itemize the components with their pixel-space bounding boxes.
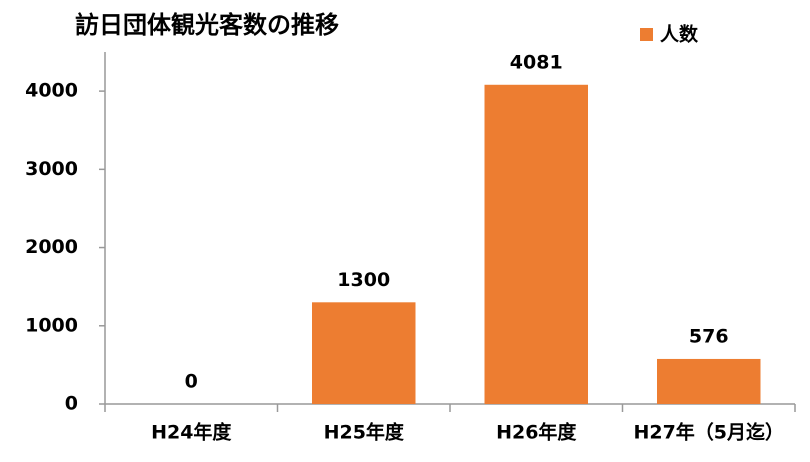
- y-tick-label: 3000: [25, 158, 78, 180]
- y-tick-label: 1000: [25, 314, 78, 336]
- y-tick-label: 4000: [25, 80, 78, 102]
- data-label: 4081: [510, 51, 563, 73]
- data-label: 1300: [337, 269, 390, 291]
- bar: [484, 84, 588, 404]
- x-tick-label: H24年度: [151, 421, 232, 444]
- y-tick-label: 0: [65, 393, 78, 415]
- x-tick-label: H26年度: [496, 421, 577, 444]
- data-label: 0: [185, 371, 198, 393]
- legend-swatch: [640, 28, 653, 41]
- y-tick-label: 2000: [25, 236, 78, 258]
- x-tick-label: H25年度: [324, 421, 405, 444]
- chart-title: 訪日団体観光客数の推移: [75, 11, 339, 39]
- data-label: 576: [689, 325, 729, 347]
- bar: [312, 302, 416, 404]
- legend-label: 人数: [660, 23, 699, 46]
- bar: [657, 358, 761, 404]
- x-tick-label: H27年（5月迄）: [633, 421, 784, 444]
